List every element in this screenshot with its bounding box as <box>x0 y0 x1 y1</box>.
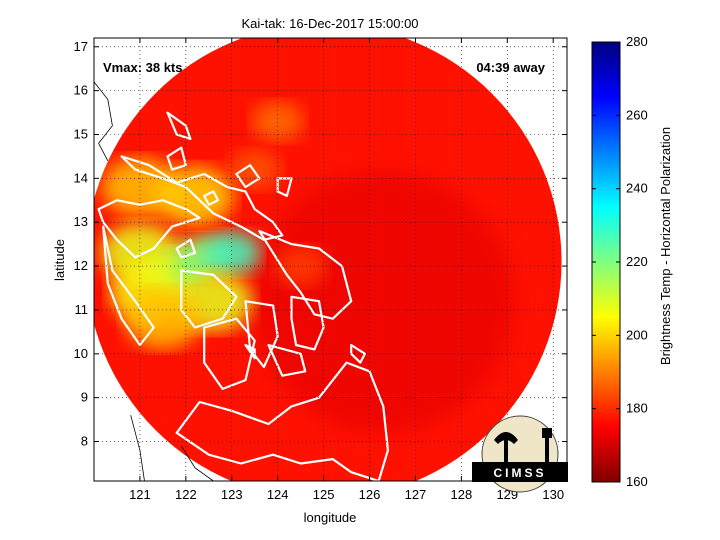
y-tick-label: 13 <box>74 214 88 229</box>
outside-coast-2 <box>180 445 214 481</box>
x-tick-label: 127 <box>405 487 427 502</box>
y-axis-label: latitude <box>52 239 67 281</box>
x-tick-label: 130 <box>542 487 564 502</box>
y-ticks: 8 9 10 11 12 13 14 15 16 17 <box>74 39 567 449</box>
coastline-16 <box>166 111 192 140</box>
coastline-8 <box>175 361 389 481</box>
scan-disk-shade <box>252 170 515 433</box>
time-away-annotation: 04:39 away <box>476 60 545 75</box>
coastline-11 <box>203 190 220 206</box>
x-tick-label: 126 <box>359 487 381 502</box>
y-tick-label: 8 <box>81 434 88 449</box>
cimss-logo: CIMSS <box>472 415 568 493</box>
coastline-17 <box>235 164 261 189</box>
warm-cloud-regions <box>100 101 327 349</box>
y-tick-label: 11 <box>75 302 89 317</box>
x-tick-label: 122 <box>175 487 197 502</box>
outside-coast-0 <box>94 81 113 161</box>
colorbar-tick-label: 240 <box>626 181 648 196</box>
coastline-3 <box>290 295 325 351</box>
y-tick-label: 16 <box>74 83 88 98</box>
coastline-9 <box>350 343 366 364</box>
y-tick-label: 10 <box>74 346 88 361</box>
colorbar-tick-label: 280 <box>626 34 648 49</box>
axes-frame <box>93 37 568 482</box>
x-tick-label: 125 <box>313 487 335 502</box>
colorbar-tick-label: 220 <box>626 254 648 269</box>
grid-lines <box>94 38 567 481</box>
chart-title: Kai-tak: 16-Dec-2017 15:00:00 <box>241 16 418 31</box>
x-tick-label: 121 <box>129 487 151 502</box>
colorbar-tick-label: 260 <box>626 107 648 122</box>
coastline-2 <box>258 229 353 320</box>
warm-region-9 <box>228 149 281 190</box>
vmax-annotation: Vmax: 38 kts <box>103 60 183 75</box>
coastline-15 <box>166 146 187 171</box>
coastline-5 <box>203 317 256 390</box>
colorbar-label: Brightness Temp - Horizontal Polarizatio… <box>658 127 673 365</box>
y-tick-label: 17 <box>74 39 88 54</box>
y-tick-label: 14 <box>74 170 88 185</box>
y-tick-label: 15 <box>74 126 88 141</box>
x-tick-label: 128 <box>451 487 473 502</box>
coastline-4 <box>180 269 238 329</box>
colorbar-tick-label: 160 <box>626 474 648 489</box>
colorbar-tick-label: 180 <box>626 401 648 416</box>
colorbar: 160 180 200 220 240 260 280 Brightness Temp - … <box>591 34 673 489</box>
coastlines <box>97 111 389 481</box>
x-tick-label: 124 <box>267 487 289 502</box>
logo-text: CIMSS <box>493 466 546 480</box>
colorbar-tick-label: 200 <box>626 327 648 342</box>
x-axis-label: longitude <box>304 510 357 525</box>
colorbar-ticks: 160 180 200 220 240 260 280 <box>592 34 648 489</box>
coastline-14 <box>102 225 155 347</box>
coastline-7 <box>267 343 307 377</box>
plot-area: 121 122 123 124 125 126 127 128 129 130 891011121… <box>74 37 568 502</box>
y-tick-label: 9 <box>81 390 88 405</box>
y-tick-label: 12 <box>74 258 88 273</box>
warm-region-2 <box>203 230 261 275</box>
colorbar-gradient <box>591 41 621 483</box>
warm-region-8 <box>251 101 304 142</box>
x-tick-label: 123 <box>221 487 243 502</box>
